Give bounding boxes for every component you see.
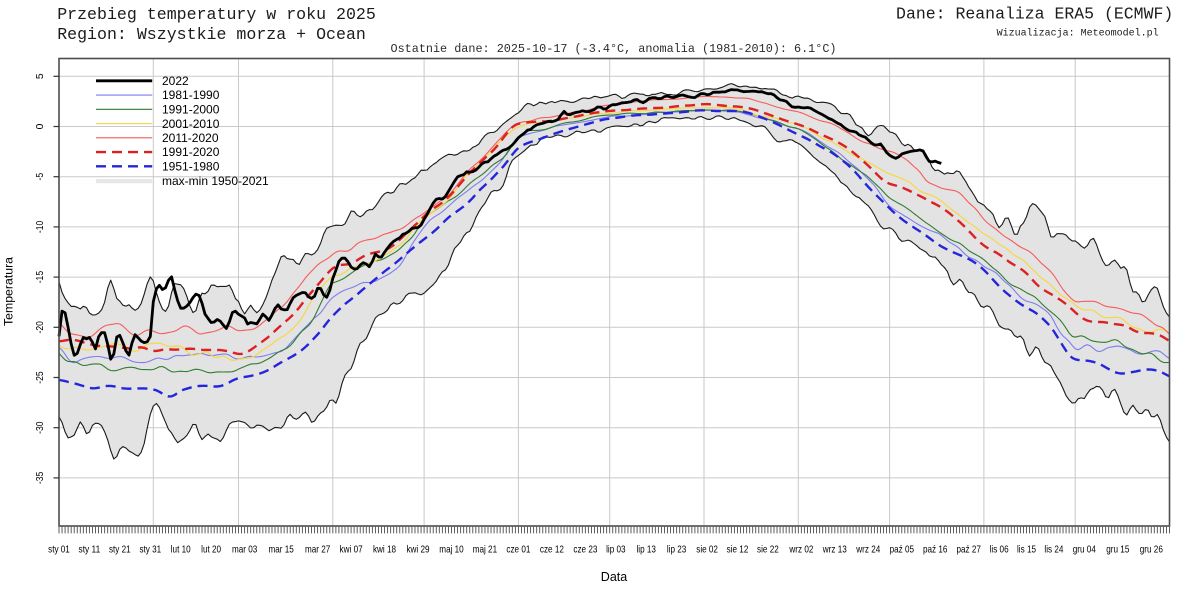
svg-text:kwi 18: kwi 18 (373, 545, 396, 556)
svg-text:mar 15: mar 15 (268, 545, 294, 556)
svg-text:lip 03: lip 03 (606, 545, 626, 556)
svg-text:sie 22: sie 22 (757, 545, 779, 556)
svg-text:kwi 07: kwi 07 (340, 545, 363, 556)
svg-text:wrz 02: wrz 02 (789, 545, 814, 556)
svg-text:paź 05: paź 05 (890, 545, 915, 556)
svg-text:lis 15: lis 15 (1017, 545, 1036, 556)
svg-text:lip 13: lip 13 (637, 545, 657, 556)
svg-text:1951-1980: 1951-1980 (162, 160, 220, 174)
svg-text:sty 01: sty 01 (48, 545, 70, 556)
svg-text:-20: -20 (35, 321, 46, 334)
svg-text:sty 11: sty 11 (79, 545, 101, 556)
svg-text:maj 10: maj 10 (439, 545, 464, 556)
svg-text:mar 03: mar 03 (232, 545, 258, 556)
svg-text:cze 12: cze 12 (540, 545, 564, 556)
svg-text:sie 12: sie 12 (727, 545, 749, 556)
svg-text:lut 10: lut 10 (171, 545, 191, 556)
svg-text:sty 31: sty 31 (139, 545, 161, 556)
svg-text:-5: -5 (35, 173, 46, 181)
svg-text:gru 26: gru 26 (1140, 545, 1163, 556)
svg-text:1991-2020: 1991-2020 (162, 145, 220, 159)
svg-text:max-min 1950-2021: max-min 1950-2021 (162, 174, 269, 188)
svg-text:Temperatura: Temperatura (2, 257, 16, 326)
svg-text:paź 27: paź 27 (957, 545, 982, 556)
svg-text:-25: -25 (35, 371, 46, 384)
svg-text:-35: -35 (35, 471, 46, 484)
svg-text:Wizualizacja: Meteomodel.pl: Wizualizacja: Meteomodel.pl (997, 28, 1159, 40)
svg-text:cze 23: cze 23 (573, 545, 597, 556)
svg-text:2001-2010: 2001-2010 (162, 117, 220, 131)
svg-text:lip 23: lip 23 (667, 545, 687, 556)
svg-text:Ostatnie dane: 2025-10-17 (-3.: Ostatnie dane: 2025-10-17 (-3.4°C, anoma… (391, 42, 837, 56)
svg-text:lut 20: lut 20 (201, 545, 221, 556)
svg-text:paź 16: paź 16 (923, 545, 948, 556)
svg-text:Przebieg temperatury w roku 20: Przebieg temperatury w roku 2025 (57, 5, 376, 24)
svg-text:sie 02: sie 02 (696, 545, 718, 556)
svg-text:sty 21: sty 21 (109, 545, 131, 556)
svg-text:maj 21: maj 21 (473, 545, 498, 556)
svg-text:wrz 13: wrz 13 (822, 545, 847, 556)
svg-text:2011-2020: 2011-2020 (162, 131, 219, 145)
svg-text:Dane: Reanaliza ERA5 (ECMWF): Dane: Reanaliza ERA5 (ECMWF) (896, 5, 1173, 24)
svg-text:1981-1990: 1981-1990 (162, 88, 220, 102)
svg-text:Data: Data (601, 570, 627, 584)
svg-text:gru 15: gru 15 (1106, 545, 1129, 556)
svg-text:5: 5 (35, 73, 46, 79)
svg-text:Region: Wszystkie morza + Ocea: Region: Wszystkie morza + Ocean (57, 25, 366, 44)
svg-text:lis 24: lis 24 (1044, 545, 1063, 556)
svg-text:kwi 29: kwi 29 (406, 545, 429, 556)
svg-text:mar 27: mar 27 (305, 545, 331, 556)
svg-text:-15: -15 (35, 271, 46, 284)
svg-text:1991-2000: 1991-2000 (162, 103, 220, 117)
svg-text:wrz 24: wrz 24 (856, 545, 881, 556)
svg-text:lis 06: lis 06 (990, 545, 1009, 556)
svg-text:0: 0 (35, 123, 46, 129)
svg-text:2022: 2022 (162, 74, 189, 88)
svg-text:-10: -10 (35, 220, 46, 233)
svg-text:-30: -30 (35, 421, 46, 434)
svg-text:gru 04: gru 04 (1073, 545, 1096, 556)
svg-text:cze 01: cze 01 (506, 545, 530, 556)
